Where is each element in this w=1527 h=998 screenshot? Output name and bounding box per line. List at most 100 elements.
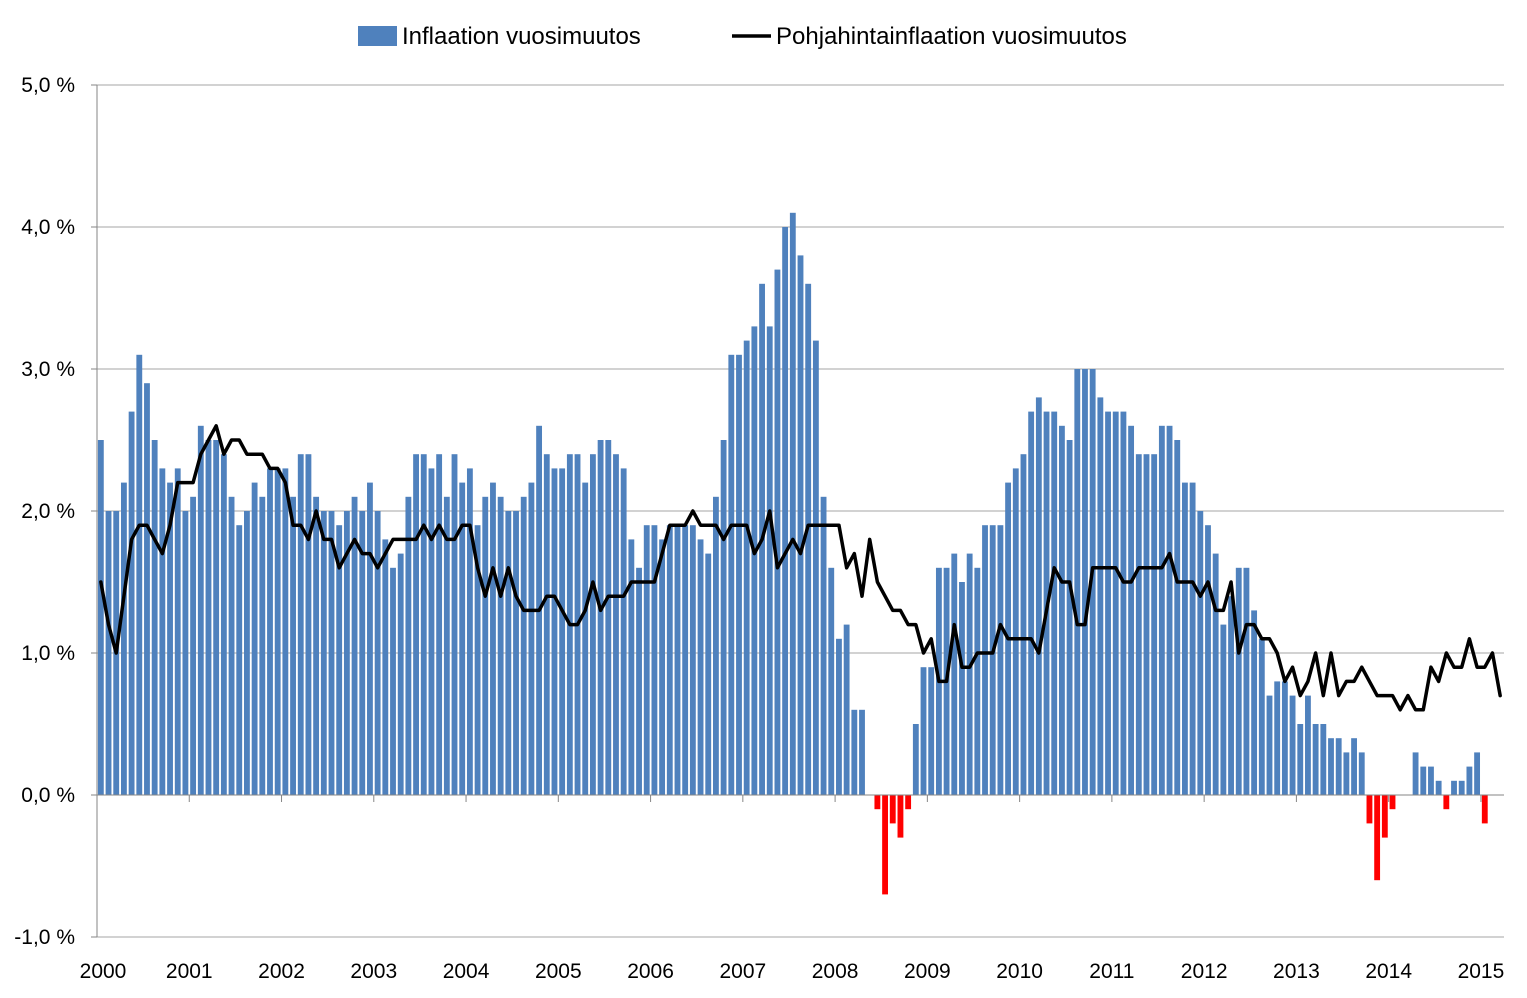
inflation-bar bbox=[1097, 397, 1104, 795]
inflation-bar bbox=[305, 454, 312, 795]
inflation-bar bbox=[1120, 411, 1127, 795]
inflation-bar bbox=[466, 468, 473, 795]
inflation-bar bbox=[582, 482, 589, 795]
inflation-bar bbox=[705, 553, 712, 795]
inflation-bar bbox=[689, 525, 696, 795]
inflation-bar bbox=[1020, 454, 1027, 795]
inflation-bar bbox=[1312, 724, 1319, 795]
inflation-bar bbox=[520, 496, 527, 795]
inflation-bar bbox=[1197, 511, 1204, 795]
inflation-bar bbox=[436, 454, 443, 795]
y-tick-label: 3,0 % bbox=[21, 358, 75, 381]
inflation-bar bbox=[805, 283, 812, 795]
legend-bar-label: Inflaation vuosimuutos bbox=[402, 23, 641, 50]
inflation-bar bbox=[1082, 369, 1088, 795]
inflation-bar bbox=[251, 482, 258, 795]
inflation-bar bbox=[459, 482, 466, 795]
legend-bar-swatch bbox=[358, 26, 397, 46]
inflation-bar bbox=[989, 525, 996, 795]
x-tick-label: 2001 bbox=[166, 960, 213, 983]
inflation-bar bbox=[1435, 780, 1442, 795]
inflation-bar bbox=[420, 454, 427, 795]
inflation-bar bbox=[244, 511, 250, 795]
inflation-bar bbox=[728, 354, 735, 795]
inflation-bar bbox=[828, 567, 835, 795]
inflation-bar bbox=[1258, 638, 1265, 795]
inflation-bar bbox=[1135, 454, 1142, 795]
inflation-bar bbox=[220, 454, 227, 795]
x-tick-label: 2012 bbox=[1181, 960, 1228, 983]
inflation-bar bbox=[666, 525, 673, 795]
inflation-bar bbox=[1474, 752, 1481, 795]
inflation-bar bbox=[1381, 795, 1388, 838]
x-tick-label: 2005 bbox=[535, 960, 582, 983]
inflation-bar bbox=[1351, 738, 1357, 795]
inflation-bar bbox=[351, 496, 358, 795]
inflation-bar bbox=[505, 511, 512, 795]
inflation-bar bbox=[859, 709, 865, 795]
inflation-bar bbox=[1389, 795, 1396, 810]
inflation-bar bbox=[951, 553, 958, 795]
inflation-bar bbox=[413, 454, 419, 795]
inflation-bar bbox=[1443, 795, 1450, 810]
inflation-bar bbox=[320, 511, 327, 795]
inflation-bar bbox=[1274, 681, 1281, 795]
inflation-bar bbox=[151, 440, 158, 795]
x-tick-label: 2004 bbox=[443, 960, 490, 983]
inflation-bar bbox=[359, 511, 366, 795]
y-tick-label: 2,0 % bbox=[21, 500, 75, 523]
x-tick-label: 2015 bbox=[1458, 960, 1505, 983]
inflation-bar bbox=[497, 496, 504, 795]
inflation-bar bbox=[297, 454, 304, 795]
core-inflation-line-series bbox=[99, 424, 1502, 712]
x-tick-label: 2014 bbox=[1365, 960, 1412, 983]
inflation-bar bbox=[851, 709, 858, 795]
inflation-bar bbox=[889, 795, 896, 824]
inflation-bar bbox=[405, 496, 412, 795]
inflation-bar bbox=[928, 667, 935, 795]
inflation-bar bbox=[659, 539, 666, 795]
inflation-bar bbox=[343, 511, 350, 795]
inflation-bar bbox=[1243, 567, 1250, 795]
inflation-bar bbox=[1058, 425, 1065, 795]
inflation-bar bbox=[905, 795, 912, 810]
x-tick-label: 2010 bbox=[996, 960, 1043, 983]
inflation-bar bbox=[1028, 411, 1035, 795]
inflation-bar bbox=[97, 440, 104, 795]
inflation-bar bbox=[282, 468, 289, 795]
inflation-bar bbox=[766, 326, 773, 795]
inflation-bar bbox=[997, 525, 1004, 795]
inflation-bar bbox=[589, 454, 596, 795]
x-axis-labels: 2000 2001 2002 2003 2004 2005 2006 2007 2008 2009… bbox=[80, 795, 1505, 983]
y-tick-label: 0,0 % bbox=[21, 784, 75, 807]
inflation-bar bbox=[1235, 567, 1242, 795]
inflation-bar bbox=[190, 496, 197, 795]
inflation-bar bbox=[367, 482, 373, 795]
inflation-bar bbox=[1143, 454, 1150, 795]
inflation-bar bbox=[1305, 695, 1311, 795]
inflation-bar bbox=[1358, 752, 1365, 795]
inflation-bar bbox=[912, 724, 919, 795]
inflation-bar bbox=[543, 454, 550, 795]
inflation-bar bbox=[1374, 795, 1381, 881]
inflation-bar bbox=[836, 638, 842, 795]
inflation-bar bbox=[812, 340, 819, 795]
inflation-bar bbox=[382, 539, 389, 795]
inflation-bar bbox=[674, 525, 681, 795]
inflation-bar bbox=[105, 511, 112, 795]
inflation-bar bbox=[613, 454, 619, 795]
inflation-bar bbox=[1366, 795, 1373, 824]
inflation-bar bbox=[482, 496, 489, 795]
inflation-bar bbox=[1212, 553, 1219, 795]
inflation-bar bbox=[682, 525, 689, 795]
chart-legend: Inflaation vuosimuutos Pohjahintainflaat… bbox=[358, 23, 1127, 50]
inflation-bar bbox=[182, 511, 189, 795]
inflation-bar bbox=[1420, 766, 1427, 795]
inflation-bar bbox=[374, 511, 381, 795]
inflation-bar bbox=[397, 553, 404, 795]
inflation-bar bbox=[274, 468, 281, 795]
inflation-bar bbox=[1158, 425, 1165, 795]
x-tick-label: 2003 bbox=[350, 960, 397, 983]
inflation-bar bbox=[213, 440, 220, 795]
inflation-bar bbox=[720, 440, 727, 795]
